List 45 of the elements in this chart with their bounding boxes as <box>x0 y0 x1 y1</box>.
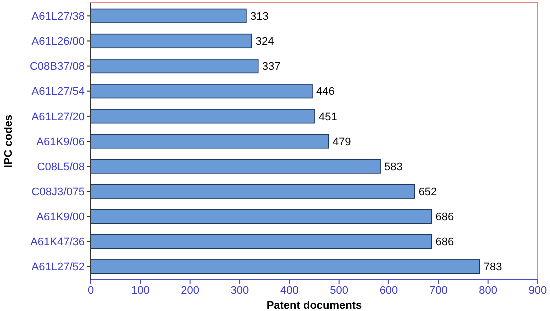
x-tick-label: 800 <box>479 285 498 297</box>
y-tick-label: A61K9/00 <box>36 212 85 224</box>
bar <box>90 209 432 224</box>
y-tick-label: A61L27/54 <box>32 86 85 98</box>
bar <box>90 34 252 49</box>
bar <box>90 159 381 174</box>
y-tick-label: A61L27/20 <box>32 111 85 124</box>
y-tick-label: C08L5/08 <box>37 161 85 174</box>
bar <box>90 8 247 24</box>
x-tick-label: 900 <box>528 285 548 297</box>
bar <box>90 59 259 74</box>
y-tick-label: C08B37/08 <box>30 61 85 74</box>
data-label: 783 <box>484 262 502 274</box>
bar <box>90 260 480 274</box>
bar <box>90 184 416 199</box>
data-label: 324 <box>256 36 274 48</box>
y-axis-title: IPC codes <box>3 114 15 168</box>
y-tick-label: A61L27/38 <box>32 11 85 24</box>
x-tick-label: 600 <box>380 285 398 297</box>
data-label: 686 <box>436 236 454 249</box>
x-axis-title: Patent documents <box>266 300 362 311</box>
data-label: 451 <box>318 111 338 124</box>
data-label: 313 <box>250 11 269 24</box>
bar <box>90 109 316 124</box>
bar <box>90 234 432 250</box>
y-tick-label: A61K47/36 <box>30 236 85 249</box>
data-label: 652 <box>418 186 438 198</box>
y-tick-label: C08J3/075 <box>32 186 85 198</box>
x-tick-label: 200 <box>181 285 200 297</box>
data-label: 479 <box>332 136 352 148</box>
bar <box>90 84 313 99</box>
y-tick-label: A61L26/00 <box>32 36 85 48</box>
y-tick-label: A61K9/06 <box>36 136 85 148</box>
data-label: 686 <box>436 212 454 224</box>
data-label: 583 <box>384 161 403 174</box>
x-tick-label: 300 <box>230 285 250 297</box>
data-label: 446 <box>316 86 335 98</box>
x-tick-label: 400 <box>280 285 299 297</box>
x-tick-label: 0 <box>88 285 94 297</box>
x-tick-label: 700 <box>429 285 448 297</box>
x-tick-label: 500 <box>330 285 349 297</box>
y-tick-label: A61L27/52 <box>32 262 85 274</box>
bar <box>90 134 330 149</box>
x-tick-label: 100 <box>131 285 150 297</box>
data-label: 337 <box>262 61 281 74</box>
